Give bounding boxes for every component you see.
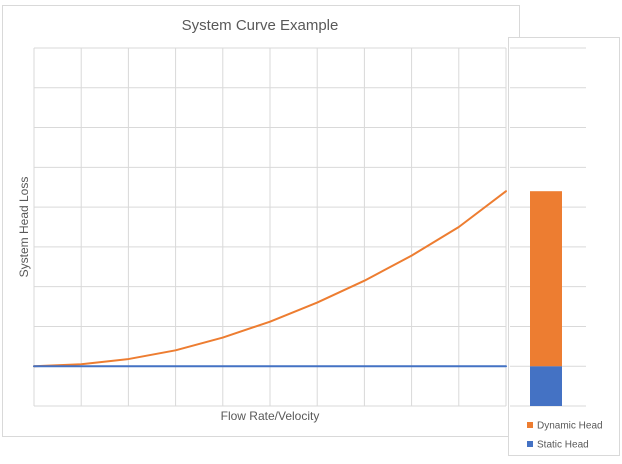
stacked-bar-group bbox=[530, 191, 562, 406]
chart-title: System Curve Example bbox=[182, 17, 339, 34]
bar-segment-dynamic-head bbox=[530, 191, 562, 367]
y-axis-label: System Head Loss bbox=[17, 177, 31, 278]
legend-label-dynamic-head: Dynamic Head bbox=[537, 421, 603, 432]
main-chart-frame bbox=[2, 5, 520, 437]
bar-legend: Dynamic Head Static Head bbox=[527, 421, 603, 451]
x-axis-label: Flow Rate/Velocity bbox=[221, 409, 320, 423]
legend-swatch-static-head bbox=[527, 441, 533, 447]
legend-swatch-dynamic-head bbox=[527, 422, 533, 428]
bar-segment-static-head bbox=[530, 366, 562, 406]
main-series-group bbox=[33, 190, 507, 368]
series-line-dynamic bbox=[33, 190, 507, 368]
legend-label-static-head: Static Head bbox=[537, 440, 589, 451]
main-gridlines bbox=[33, 47, 507, 407]
